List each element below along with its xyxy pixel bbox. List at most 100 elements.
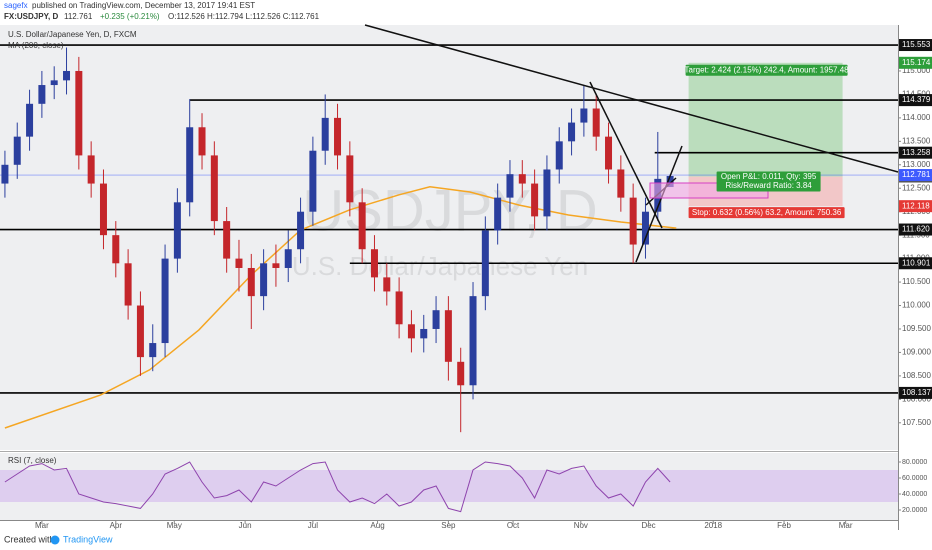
price-label: 115.174 (902, 58, 931, 67)
candle-body (580, 108, 588, 123)
price-label: 112.118 (902, 201, 930, 210)
candle-body (1, 164, 9, 184)
candle-body (247, 267, 255, 297)
price-label: 115.553 (902, 40, 931, 49)
candle-body (50, 80, 58, 86)
footer-brand[interactable]: TradingView (63, 534, 113, 544)
trade-label: Open P&L: 0.011, Qty: 395 (721, 172, 817, 181)
watermark-name: U.S. Dollar/Japanese Yen (292, 251, 588, 281)
overlay-layer: 115.553 114.379 113.258 111.620 110.901 108.1… (685, 39, 932, 399)
published: published on TradingView.com, December 1… (32, 1, 255, 10)
ma-legend: MA (200, close) (8, 41, 64, 50)
candle-body (284, 249, 292, 268)
publisher: sagefx (4, 1, 28, 10)
candle-body (149, 343, 157, 358)
candle-body (186, 127, 194, 203)
logo (50, 535, 60, 545)
candle-body (260, 263, 268, 297)
trend-line (635, 145, 683, 263)
x-tick-label: Mar (35, 521, 49, 530)
y-tick-label: 115.000 (902, 66, 931, 75)
candle-body (641, 211, 649, 245)
candle-body (13, 136, 21, 165)
y-tick-label: 20.0000 (902, 507, 927, 514)
y-tick-label: 114.500 (902, 90, 931, 99)
y-tick-label: 109.500 (902, 324, 931, 333)
candle-body (198, 127, 206, 156)
candle-body (444, 310, 452, 362)
y-tick-label: 113.000 (902, 160, 931, 169)
y-tick-label: 114.000 (902, 113, 931, 122)
candle-body (494, 197, 502, 231)
trend-line (589, 81, 663, 229)
price-label-bg (899, 386, 932, 399)
trade-label-bg (688, 207, 845, 219)
footer-created: Created with (4, 534, 55, 544)
y-tick-label: 107.500 (902, 418, 931, 427)
candle-body (346, 155, 354, 203)
candle-body (420, 328, 428, 339)
price-label-bg (899, 56, 932, 69)
candle-body (210, 155, 218, 222)
trade-label-bg (685, 64, 848, 76)
candle-body (543, 169, 551, 217)
change: +0.235 (+0.21%) (100, 12, 160, 21)
candle-body (481, 230, 489, 297)
last-price: 112.761 (64, 12, 93, 21)
candle-body (334, 117, 342, 156)
chart-title: U.S. Dollar/Japanese Yen, D, FXCM (8, 30, 137, 39)
x-tick-label: 2018 (704, 521, 722, 530)
x-tick-label: Jun (239, 521, 252, 530)
candle-body (173, 202, 181, 259)
candle-body (518, 174, 526, 184)
candle-body (629, 197, 637, 245)
price-label: 113.258 (902, 148, 931, 157)
candle-body (469, 296, 477, 386)
price-label: 112.781 (902, 170, 931, 179)
y-tick-label: 108.000 (902, 394, 931, 403)
candle-body (272, 263, 280, 268)
price-label-bg (899, 223, 932, 236)
candle-body (506, 174, 514, 198)
candle-body (38, 85, 46, 104)
header: sagefx published on TradingView.com, Dec… (4, 1, 320, 465)
price-label-bg (899, 257, 932, 270)
y-tick-label: 109.000 (902, 348, 931, 357)
candle-body (136, 305, 144, 358)
trend-line (364, 24, 899, 173)
trade-label-bg (716, 171, 821, 192)
trade-label: Risk/Reward Ratio: 3.84 (725, 181, 812, 190)
y-tick-label: 60.0000 (902, 475, 927, 482)
x-tick-label: Mar (839, 521, 853, 530)
x-tick-label: Dec (641, 521, 655, 530)
ohlc: O:112.526 H:112.794 L:112.526 C:112.761 (168, 12, 320, 21)
candle-body (666, 176, 674, 188)
trade-label: Target: 2.424 (2.15%) 242.4, Amount: 195… (685, 65, 850, 74)
candle-body (555, 141, 563, 170)
trade-label: Stop: 0.632 (0.56%) 63.2, Amount: 750.36 (692, 208, 842, 217)
candle-body (395, 291, 403, 325)
y-tick-label: 112.500 (902, 183, 931, 192)
candle-body (75, 70, 83, 156)
x-tick-label: May (167, 521, 182, 530)
x-tick-label: Apr (110, 521, 123, 530)
candle-body (297, 211, 305, 250)
y-tick-label: 80.0000 (902, 459, 927, 466)
price-label: 110.901 (902, 258, 931, 267)
candle-body (407, 324, 415, 339)
x-tick-label: Jul (308, 521, 318, 530)
x-tick-label: Nov (574, 521, 588, 530)
candle-body (99, 183, 107, 236)
y-tick-label: 110.000 (902, 301, 931, 310)
price-label-bg (899, 39, 932, 52)
candle-body (63, 70, 71, 81)
candle-body (321, 117, 329, 151)
y-tick-label: 40.0000 (902, 491, 927, 498)
candle-body (112, 235, 120, 264)
candle-body (87, 155, 95, 184)
price-label: 114.379 (902, 95, 931, 104)
ma-line (4, 186, 677, 429)
rsi-band (0, 470, 898, 502)
